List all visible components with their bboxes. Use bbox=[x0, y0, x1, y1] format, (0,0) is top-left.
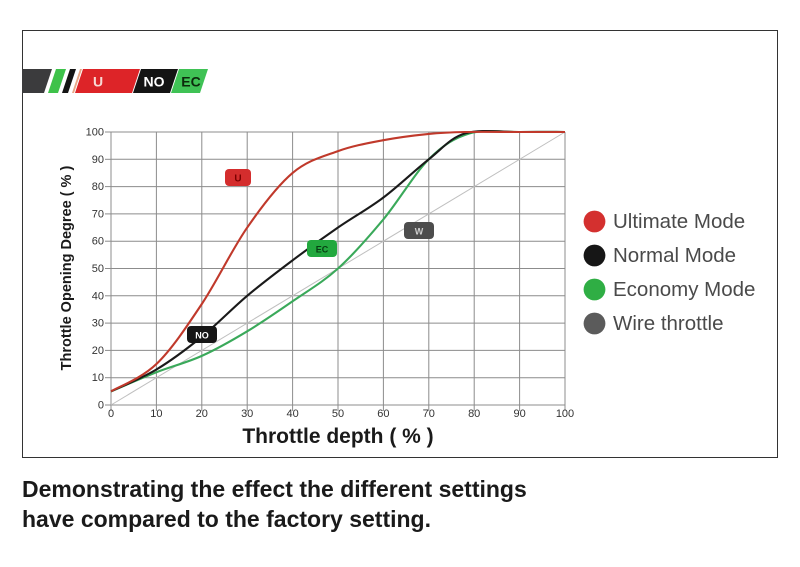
svg-text:40: 40 bbox=[92, 290, 104, 302]
svg-text:100: 100 bbox=[86, 127, 104, 139]
svg-text:0: 0 bbox=[98, 400, 104, 412]
svg-text:90: 90 bbox=[513, 408, 525, 420]
svg-text:80: 80 bbox=[92, 181, 104, 193]
svg-text:90: 90 bbox=[92, 154, 104, 166]
svg-text:70: 70 bbox=[423, 408, 435, 420]
svg-text:100: 100 bbox=[556, 408, 574, 420]
svg-text:Economy Mode: Economy Mode bbox=[613, 278, 755, 301]
svg-text:EC: EC bbox=[316, 245, 329, 255]
svg-text:60: 60 bbox=[377, 408, 389, 420]
svg-text:U: U bbox=[234, 174, 241, 185]
svg-text:40: 40 bbox=[286, 408, 298, 420]
svg-text:70: 70 bbox=[92, 208, 104, 220]
svg-text:10: 10 bbox=[92, 372, 104, 384]
svg-text:10: 10 bbox=[150, 408, 162, 420]
svg-text:Throttle depth ( % ): Throttle depth ( % ) bbox=[242, 425, 433, 448]
svg-text:50: 50 bbox=[92, 263, 104, 275]
svg-text:20: 20 bbox=[196, 408, 208, 420]
svg-text:50: 50 bbox=[332, 408, 344, 420]
svg-text:Throttle Opening Degree ( % ): Throttle Opening Degree ( % ) bbox=[59, 166, 75, 371]
svg-text:Wire throttle: Wire throttle bbox=[613, 312, 724, 335]
svg-text:U: U bbox=[93, 74, 103, 90]
svg-text:20: 20 bbox=[92, 345, 104, 357]
svg-text:30: 30 bbox=[241, 408, 253, 420]
svg-text:NO: NO bbox=[144, 74, 165, 90]
svg-text:EC: EC bbox=[181, 74, 200, 90]
svg-text:80: 80 bbox=[468, 408, 480, 420]
svg-text:Ultimate Mode: Ultimate Mode bbox=[613, 210, 745, 233]
svg-text:W: W bbox=[415, 227, 424, 237]
svg-text:NO: NO bbox=[195, 331, 209, 341]
svg-text:Normal Mode: Normal Mode bbox=[613, 244, 736, 267]
svg-text:0: 0 bbox=[108, 408, 114, 420]
svg-text:60: 60 bbox=[92, 236, 104, 248]
svg-text:30: 30 bbox=[92, 318, 104, 330]
